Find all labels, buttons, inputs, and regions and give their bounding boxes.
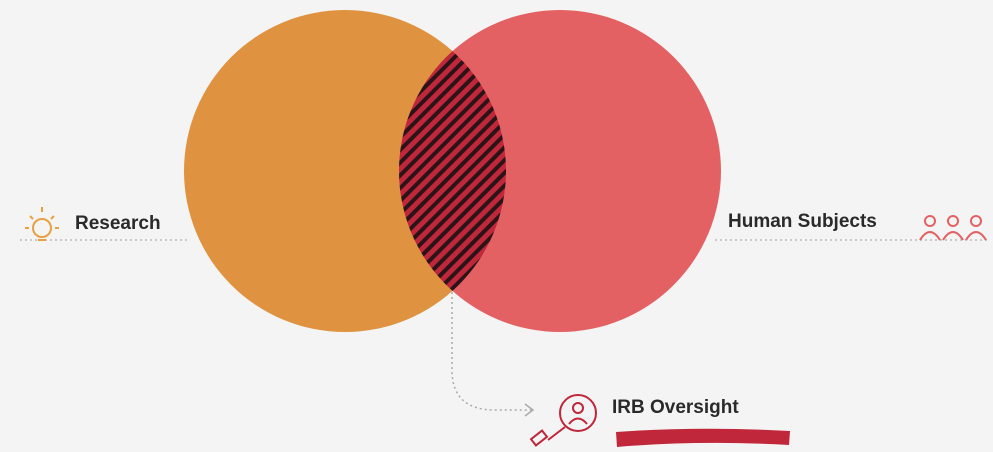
bulb-icon: [25, 207, 59, 241]
magnifier-icon: [529, 394, 597, 447]
human-subjects-label: Human Subjects: [728, 211, 877, 232]
intersection: [399, 10, 506, 332]
people-icon: [919, 215, 987, 241]
arrow-head: [524, 403, 535, 417]
brush-underline: [616, 428, 790, 447]
research-label: Research: [75, 213, 161, 234]
pointer-line: [451, 292, 532, 411]
irb-label: IRB Oversight: [612, 397, 739, 418]
